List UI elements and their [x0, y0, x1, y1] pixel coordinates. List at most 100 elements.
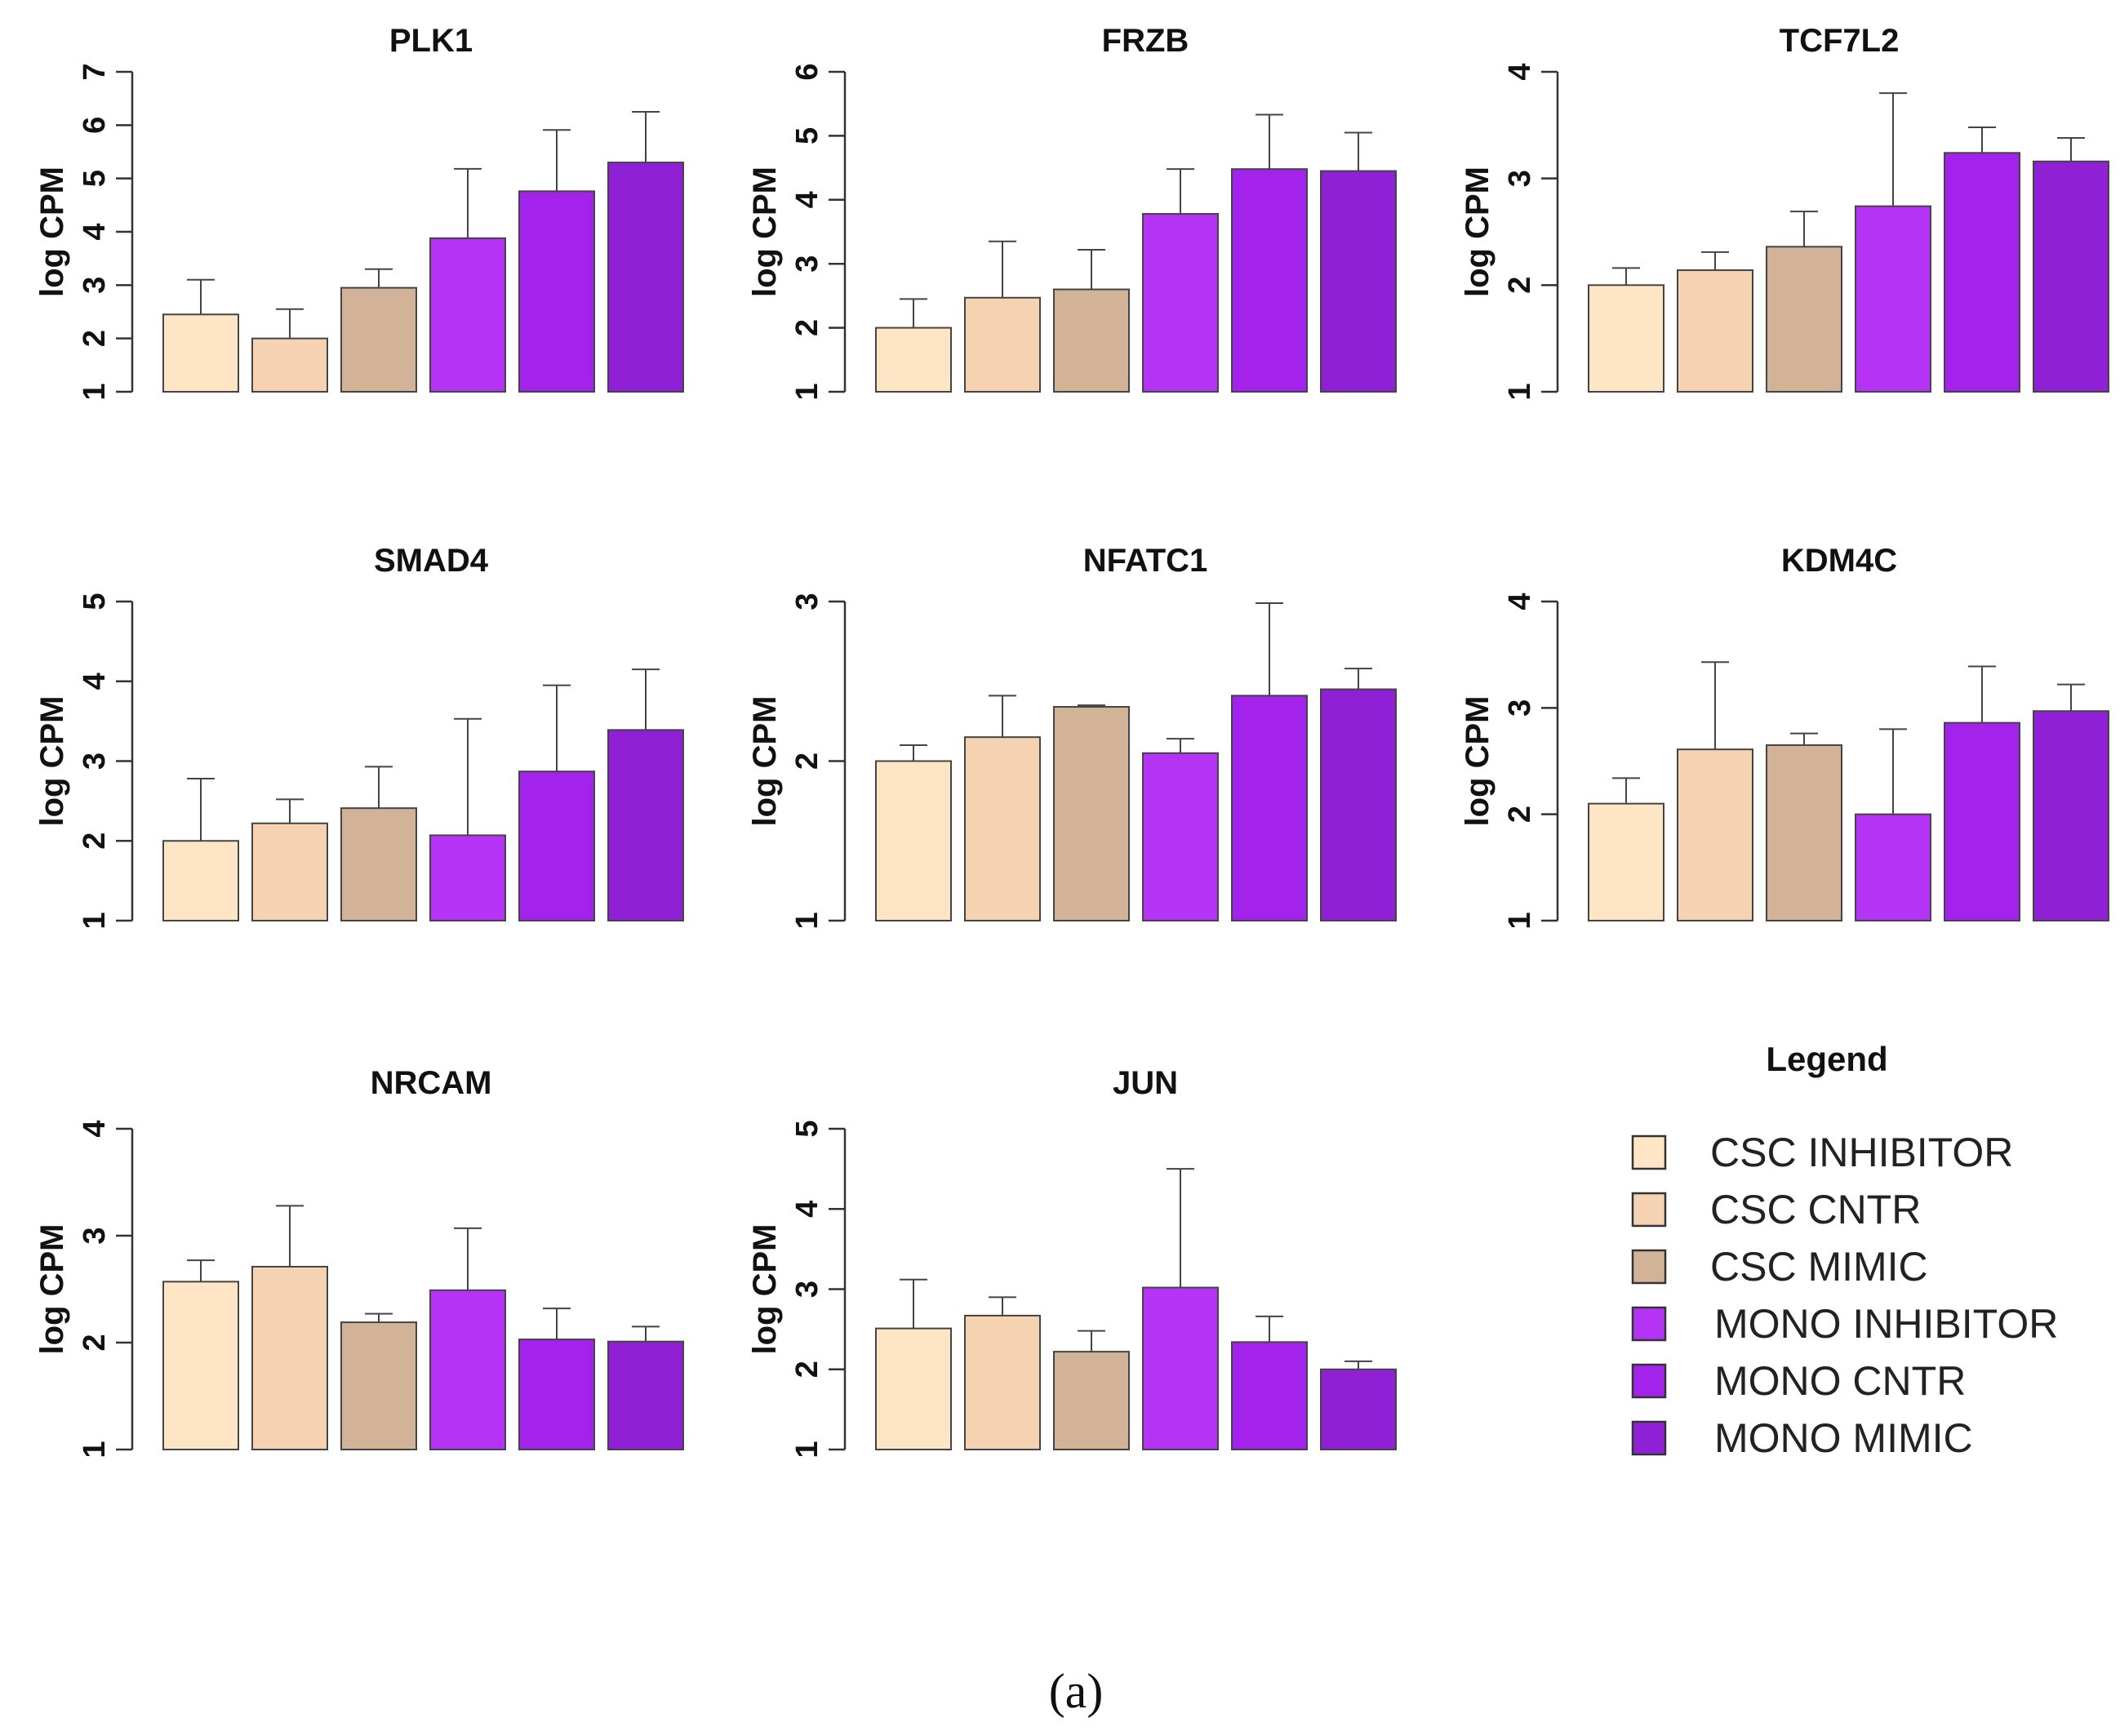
panel-plk1: PLK1 1 2 3 4 5 6 7 log CPM [34, 23, 684, 401]
panel-smad4: SMAD4 1 2 3 4 5 log CPM [34, 543, 684, 930]
y-axis-label: log CPM [34, 696, 70, 827]
bar-jun-4 [1142, 1286, 1219, 1451]
panel-title: TCF7L2 [1780, 23, 1900, 59]
y-tick-label: 2 [790, 753, 824, 770]
bar-tcf7l2-6 [2033, 160, 2109, 393]
panel-kdm4c: KDM4C 1 2 3 4 log CPM [1460, 543, 2109, 930]
legend: Legend CSC INHIBITOR CSC CNTR CSC MIMIC MON… [1631, 1040, 2058, 1461]
bar-jun-1 [875, 1327, 952, 1450]
legend-swatch [1631, 1249, 1667, 1285]
panel-title: NFATC1 [1083, 543, 1208, 579]
y-tick-label: 4 [1503, 593, 1537, 610]
panel-nfatc1: NFATC1 1 2 3 log CPM [747, 543, 1397, 930]
y-tick-label: 2 [1503, 806, 1537, 823]
y-tick-label: 1 [78, 1441, 112, 1458]
panel-title: KDM4C [1781, 543, 1897, 579]
y-axis-label: log CPM [747, 696, 783, 827]
y-tick-label: 5 [790, 1120, 824, 1137]
bar-nrcam-3 [340, 1321, 417, 1450]
bar-nrcam-6 [607, 1340, 684, 1450]
y-tick-label: 4 [78, 223, 112, 240]
y-tick-label: 3 [790, 255, 824, 273]
bar-kdm4c-2 [1677, 748, 1753, 921]
y-tick-label: 3 [78, 753, 112, 770]
legend-label: MONO MIMIC [1714, 1415, 1973, 1461]
y-tick-label: 6 [790, 63, 824, 80]
legend-label: MONO INHIBITOR [1714, 1301, 2058, 1347]
bar-nfatc1-4 [1142, 752, 1219, 921]
panel-title: NRCAM [371, 1065, 492, 1101]
bar-frzb-1 [875, 326, 952, 393]
y-tick-label: 2 [1503, 277, 1537, 294]
panel-title: FRZB [1102, 23, 1189, 59]
y-tick-label: 1 [78, 383, 112, 400]
bar-plk1-4 [429, 237, 506, 393]
bar-frzb-6 [1320, 170, 1397, 393]
legend-label: CSC INHIBITOR [1710, 1130, 2013, 1175]
panel-tcf7l2: TCF7L2 1 2 3 4 log CPM [1460, 23, 2109, 401]
bar-nfatc1-1 [875, 760, 952, 921]
bar-nfatc1-5 [1231, 695, 1308, 921]
bar-jun-3 [1053, 1351, 1130, 1451]
bar-smad4-2 [251, 822, 328, 921]
bar-nfatc1-2 [964, 736, 1041, 921]
legend-swatch [1631, 1192, 1667, 1228]
y-tick-label: 1 [1503, 912, 1537, 929]
y-tick-label: 3 [78, 277, 112, 294]
bar-kdm4c-1 [1588, 802, 1664, 922]
y-tick-label: 5 [78, 170, 112, 187]
y-tick-label: 1 [790, 912, 824, 929]
y-tick-label: 2 [790, 1361, 824, 1378]
bar-tcf7l2-3 [1766, 246, 1842, 393]
y-tick-label: 1 [78, 912, 112, 929]
bar-plk1-2 [251, 337, 328, 393]
bar-nrcam-4 [429, 1289, 506, 1451]
bar-tcf7l2-2 [1677, 269, 1753, 393]
bar-nfatc1-6 [1320, 688, 1397, 922]
y-tick-label: 3 [1503, 699, 1537, 717]
legend-swatch [1631, 1306, 1667, 1342]
y-tick-label: 3 [78, 1227, 112, 1244]
y-axis-label: log CPM [34, 1224, 70, 1355]
legend-title: Legend [1766, 1040, 1887, 1078]
bar-smad4-3 [340, 807, 417, 921]
y-tick-label: 5 [790, 127, 824, 144]
bar-kdm4c-4 [1855, 813, 1931, 922]
y-tick-label: 3 [790, 1281, 824, 1298]
y-tick-label: 4 [78, 673, 112, 690]
panel-frzb: FRZB 1 2 3 4 5 6 log CPM [747, 23, 1397, 401]
legend-label: CSC MIMIC [1710, 1244, 1928, 1290]
y-tick-label: 4 [1503, 63, 1537, 80]
bar-plk1-6 [607, 162, 684, 393]
bar-nrcam-5 [518, 1339, 595, 1450]
bar-nrcam-1 [162, 1281, 239, 1450]
y-tick-label: 6 [78, 117, 112, 134]
y-tick-label: 4 [78, 1120, 112, 1137]
legend-swatch [1631, 1420, 1667, 1456]
panel-title: SMAD4 [374, 543, 489, 579]
panel-nrcam: NRCAM 1 2 3 4 log CPM [34, 1065, 684, 1459]
y-tick-label: 4 [790, 1201, 824, 1218]
bar-frzb-2 [964, 296, 1041, 393]
bar-jun-5 [1231, 1341, 1308, 1450]
bar-jun-2 [964, 1314, 1041, 1450]
legend-swatch [1631, 1363, 1667, 1399]
bar-frzb-4 [1142, 213, 1219, 393]
y-tick-label: 4 [790, 191, 824, 208]
bar-kdm4c-6 [2033, 710, 2109, 921]
bar-nrcam-2 [251, 1265, 328, 1450]
bar-jun-6 [1320, 1368, 1397, 1450]
bar-plk1-3 [340, 286, 417, 393]
y-tick-label: 1 [1503, 383, 1537, 400]
panel-jun: JUN 1 2 3 4 5 log CPM [747, 1065, 1397, 1459]
y-axis-label: log CPM [1460, 696, 1496, 827]
bar-plk1-1 [162, 313, 239, 393]
bar-tcf7l2-1 [1588, 284, 1664, 393]
panel-title: JUN [1113, 1065, 1178, 1101]
bar-kdm4c-5 [1944, 721, 2020, 922]
bar-frzb-5 [1231, 168, 1308, 393]
legend-label: MONO CNTR [1714, 1358, 1966, 1404]
y-tick-label: 5 [78, 593, 112, 610]
bar-smad4-4 [429, 834, 506, 921]
